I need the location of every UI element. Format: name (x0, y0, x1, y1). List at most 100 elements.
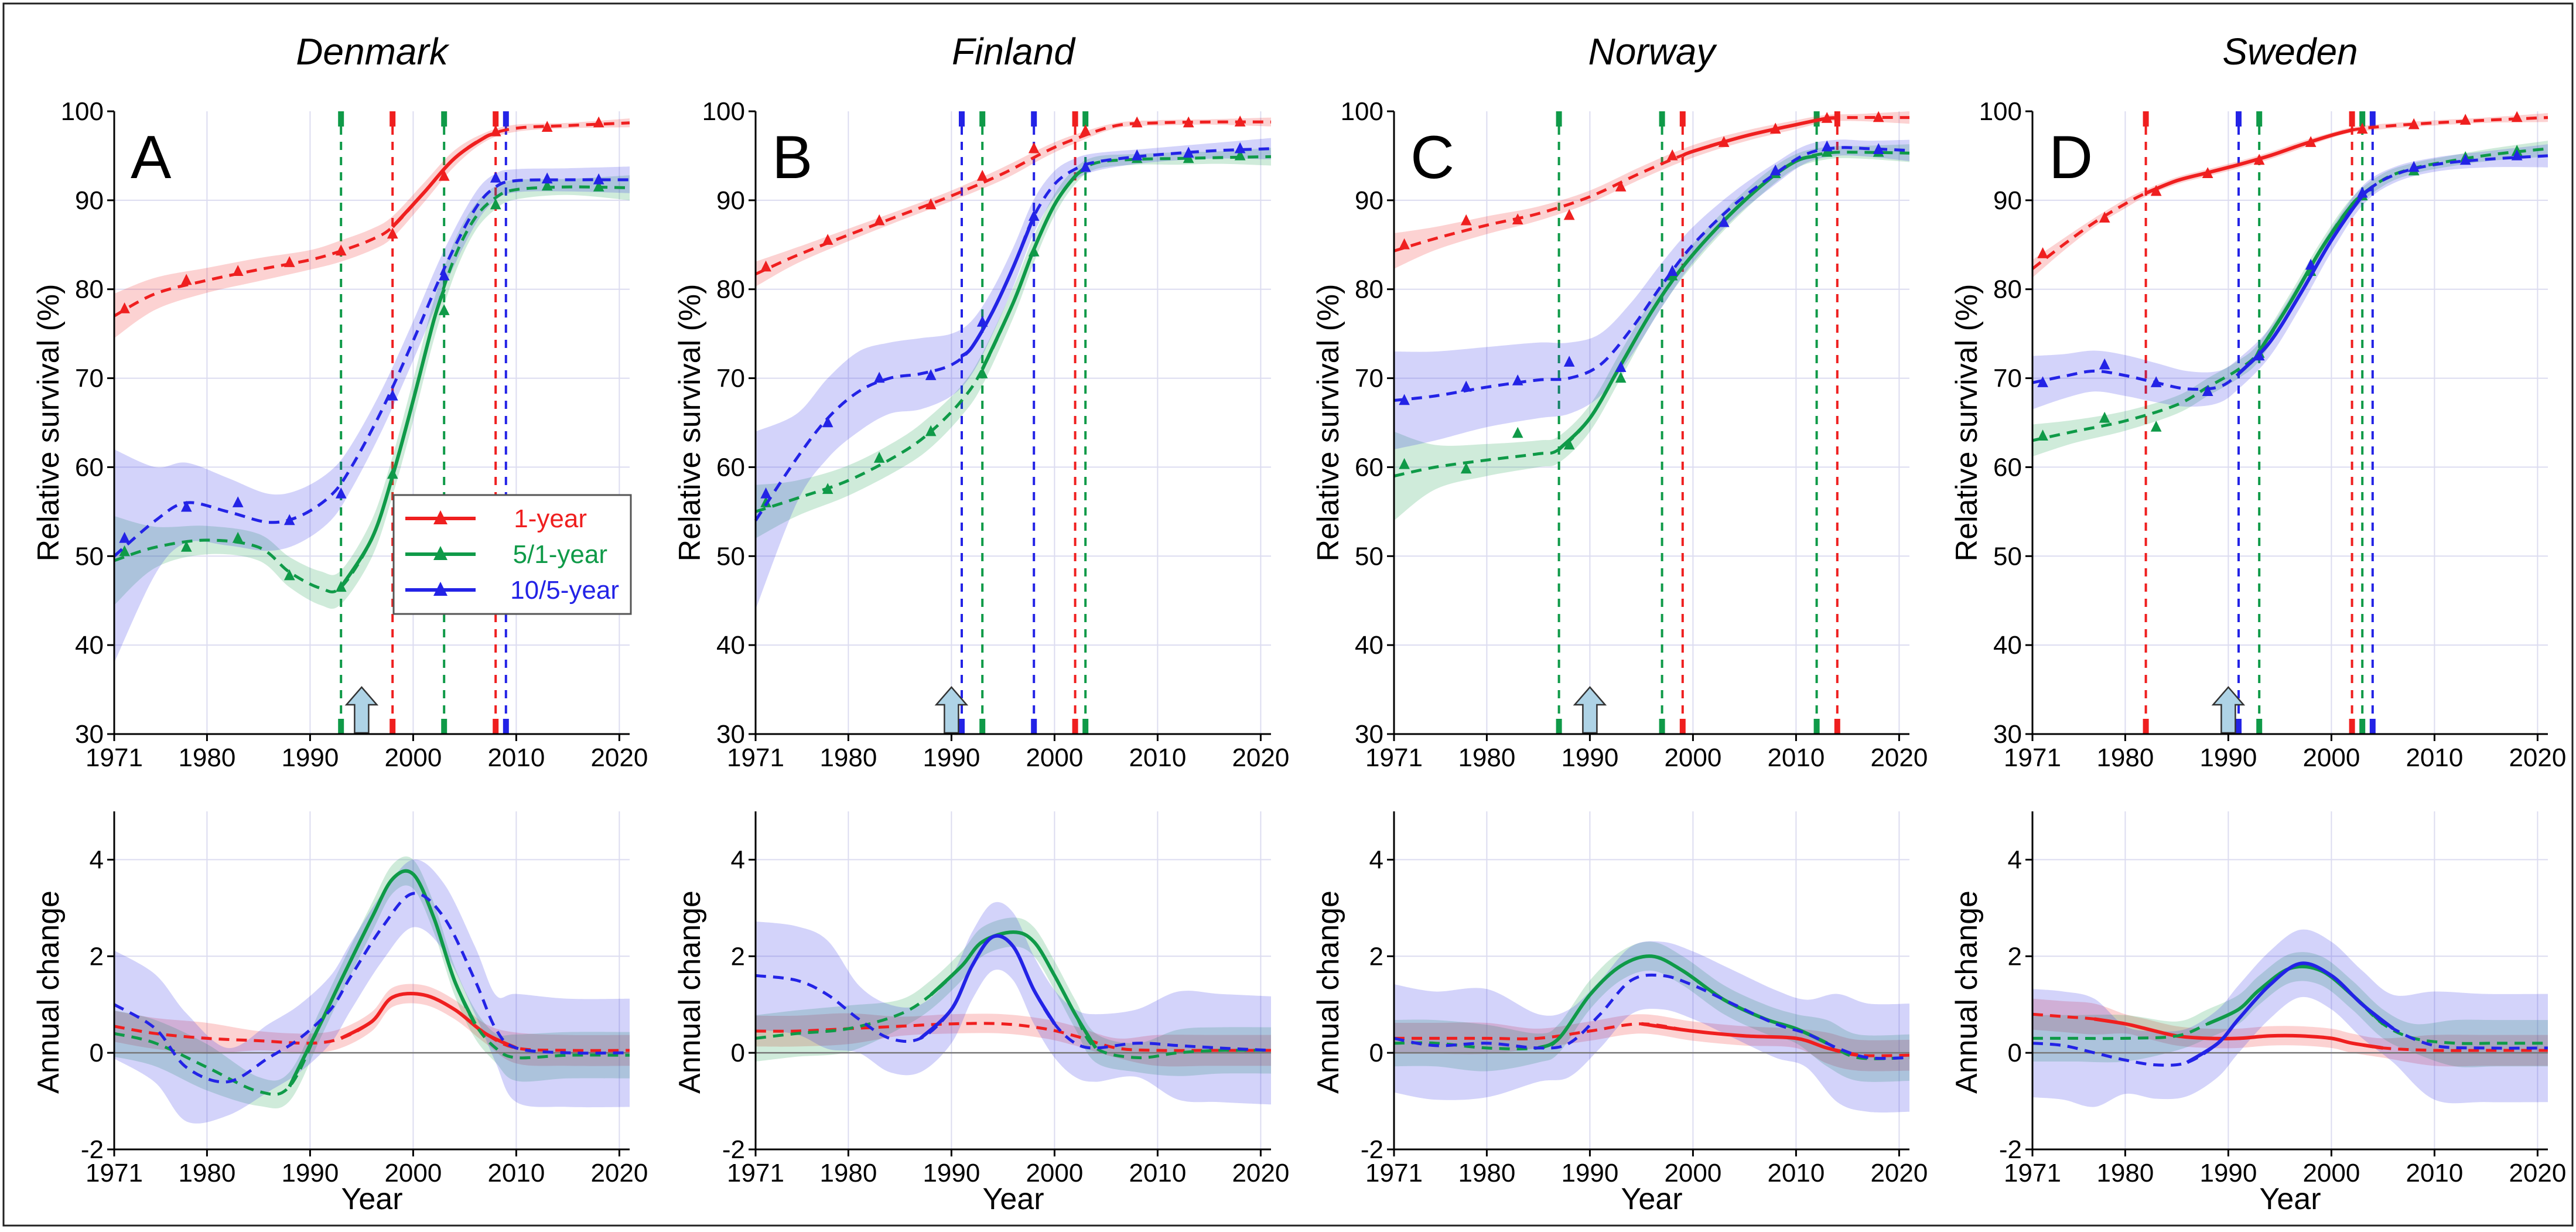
survival-point-one-year-2008 (1769, 122, 1781, 134)
y-tick-label-top-100: 100 (1979, 97, 2022, 126)
survival-line-dashed-one-year (754, 120, 1272, 276)
survival-point-one-year-1988 (283, 256, 295, 267)
y-tick-label-top-100: 100 (1341, 97, 1383, 126)
survival-line-dashed-one-year (113, 121, 630, 318)
survival-plot-sweden: 30 40 50 60 70 80 90 100 1971 1980 1990 2000 2010 202… (1950, 97, 2566, 772)
y-tick-label-top-50: 50 (1993, 542, 2022, 571)
breakpoint-marker-bottom-one-year-1998 (390, 719, 396, 734)
ci-band-ten-five-year (756, 138, 1271, 610)
change-line-dashed-five-one-year (2032, 965, 2548, 1045)
survival-line-dashed-five-one-year (114, 185, 630, 593)
y-tick-label-bottom--2: -2 (81, 1135, 104, 1164)
survival-point-ten-five-year-2018 (1873, 143, 1884, 154)
y-tick-label-top-30: 30 (75, 720, 104, 749)
panel-letter-C: C (1410, 124, 1454, 192)
survival-point-ten-five-year-1998 (1666, 265, 1678, 276)
y-tick-label-top-60: 60 (1355, 453, 1383, 482)
x-tick-label-top-1990: 1990 (923, 743, 980, 772)
x-tick-label-top-2010: 2010 (1767, 743, 1825, 772)
survival-point-ten-five-year-2013 (1183, 146, 1194, 158)
survival-point-one-year-1993 (2253, 153, 2265, 165)
survival-point-one-year-1978 (1460, 214, 1472, 226)
change-line-solid-one-year (2094, 1017, 2383, 1050)
change-band-ten-five-year (2032, 929, 2548, 1107)
survival-point-five-one-year-2018 (593, 180, 604, 192)
y-tick-label-bottom-4: 4 (2008, 845, 2022, 874)
survival-point-ten-five-year-1983 (873, 371, 885, 383)
breakpoint-marker-top-ten-five-year-1998 (1031, 111, 1037, 127)
x-tick-label-bottom-2000: 2000 (1664, 1159, 1721, 1187)
breakpoint-marker-bottom-one-year-2008 (493, 719, 499, 734)
x-axis-title: Year (1621, 1182, 1682, 1216)
y-tick-label-top-40: 40 (75, 631, 104, 660)
x-tick-label-bottom-1971: 1971 (2004, 1159, 2061, 1187)
breakpoint-marker-bottom-five-one-year-2003 (441, 719, 447, 734)
survival-point-ten-five-year-2018 (1234, 142, 1246, 153)
survival-line-solid-ten-five-year (961, 216, 1036, 358)
survival-point-five-one-year-2003 (438, 304, 450, 315)
arrow-marker-1990 (1573, 686, 1607, 734)
breakpoint-marker-bottom-ten-five-year-1991 (959, 719, 965, 734)
breakpoint-marker-bottom-five-one-year-1993 (338, 719, 344, 734)
y-tick-label-top-50: 50 (75, 542, 104, 571)
survival-point-one-year-1983 (2150, 185, 2162, 196)
y-tick-label-top-60: 60 (716, 453, 745, 482)
y-tick-label-top-50: 50 (716, 542, 745, 571)
survival-point-five-one-year-1998 (387, 467, 398, 479)
x-tick-label-bottom-2020: 2020 (1870, 1159, 1928, 1187)
survival-point-one-year-1978 (2099, 211, 2110, 223)
ci-band-five-one-year (2032, 141, 2548, 457)
arrow-marker-1995 (344, 686, 379, 734)
breakpoint-marker-bottom-five-one-year-1987 (1556, 719, 1562, 734)
y-tick-label-top-40: 40 (1993, 631, 2022, 660)
breakpoint-marker-bottom-five-one-year-2003 (2359, 719, 2366, 734)
survival-point-one-year-2013 (1183, 116, 1194, 128)
survival-point-five-one-year-1993 (976, 367, 988, 378)
survival-point-one-year-1972 (119, 302, 130, 313)
breakpoint-marker-top-one-year-2002 (2349, 111, 2355, 127)
survival-plot-finland: 30 40 50 60 70 80 90 100 1971 1980 1990 2000 2010 202… (673, 97, 1289, 772)
x-tick-label-top-2020: 2020 (590, 743, 648, 772)
survival-line-solid-five-one-year (980, 168, 1087, 370)
survival-point-five-one-year-1978 (2099, 411, 2110, 423)
ci-band-ten-five-year (2032, 144, 2548, 409)
breakpoint-marker-bottom-one-year-1982 (2143, 719, 2149, 734)
survival-point-one-year-1988 (2202, 167, 2213, 178)
y-tick-label-top-80: 80 (716, 275, 745, 304)
breakpoint-marker-top-five-one-year-1993 (2256, 111, 2263, 127)
survival-point-one-year-1998 (387, 227, 398, 239)
legend-marker-five-one-year (433, 546, 447, 560)
x-tick-label-bottom-2010: 2010 (487, 1159, 545, 1187)
breakpoint-marker-bottom-five-one-year-2003 (1082, 719, 1089, 734)
survival-point-one-year-2018 (2511, 111, 2523, 122)
survival-point-five-one-year-1983 (873, 452, 885, 463)
survival-point-ten-five-year-2013 (1821, 140, 1833, 152)
survival-point-ten-five-year-1998 (387, 389, 398, 401)
change-line-solid-five-one-year (930, 930, 1098, 1049)
y-tick-label-bottom-2: 2 (90, 942, 104, 971)
x-tick-label-bottom-1990: 1990 (2199, 1159, 2257, 1187)
breakpoint-marker-top-five-one-year-1987 (1556, 111, 1562, 127)
survival-point-ten-five-year-1983 (1512, 374, 1523, 385)
ci-band-ten-five-year (1394, 139, 1909, 450)
arrow-marker-1990 (934, 686, 969, 734)
x-tick-label-top-1990: 1990 (281, 743, 339, 772)
survival-point-ten-five-year-1983 (232, 496, 244, 507)
x-tick-label-bottom-1980: 1980 (1458, 1159, 1515, 1187)
x-tick-label-top-1971: 1971 (2004, 743, 2061, 772)
y-tick-label-top-60: 60 (75, 453, 104, 482)
x-tick-label-top-1980: 1980 (1458, 743, 1515, 772)
x-tick-label-top-1971: 1971 (1365, 743, 1423, 772)
y-tick-label-top-70: 70 (75, 364, 104, 393)
breakpoint-marker-top-ten-five-year-2009 (503, 111, 509, 127)
x-tick-label-bottom-1971: 1971 (727, 1159, 784, 1187)
survival-point-ten-five-year-2008 (2408, 161, 2420, 172)
x-tick-label-bottom-2020: 2020 (2509, 1159, 2566, 1187)
survival-point-five-one-year-1988 (1563, 438, 1575, 450)
x-tick-label-top-1980: 1980 (2096, 743, 2154, 772)
breakpoint-marker-top-one-year-1999 (1679, 111, 1686, 127)
survival-point-ten-five-year-1993 (2253, 349, 2265, 361)
breakpoint-marker-top-one-year-2002 (1072, 111, 1078, 127)
